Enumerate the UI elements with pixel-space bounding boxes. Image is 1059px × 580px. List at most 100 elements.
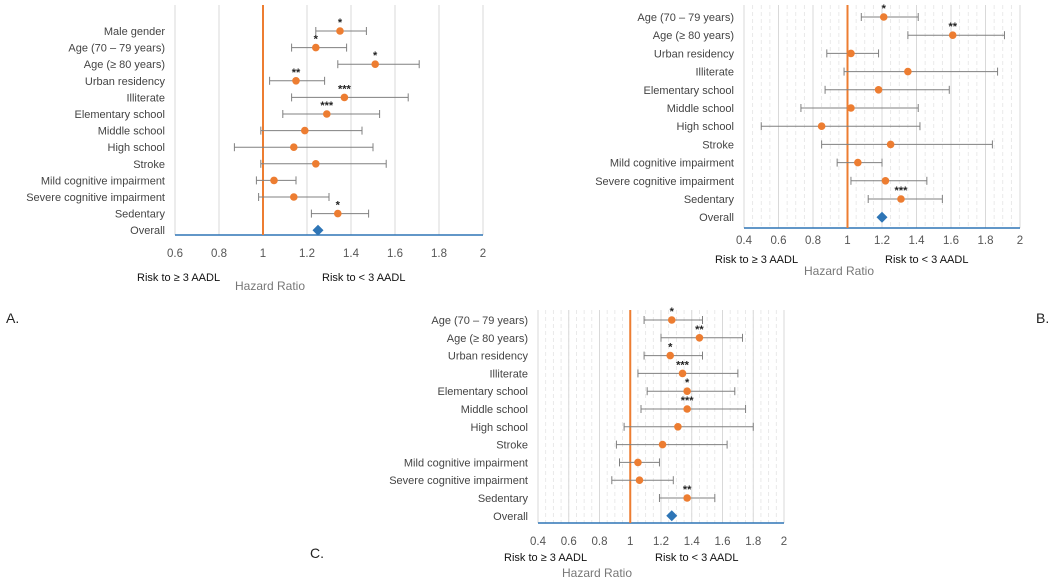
hazard-ratio-point xyxy=(290,193,298,201)
hazard-ratio-point xyxy=(666,351,675,360)
significance-marker: *** xyxy=(320,100,334,112)
x-tick-label: 0.8 xyxy=(805,235,821,247)
x-axis-title: Hazard Ratio xyxy=(804,264,874,278)
hazard-ratio-point xyxy=(270,176,278,185)
hazard-ratio-point xyxy=(323,110,331,118)
hazard-ratio-point xyxy=(683,494,691,502)
x-tick-label: 2 xyxy=(781,536,787,548)
right-risk-note: Risk to < 3 AADL xyxy=(885,254,968,266)
x-tick-label: 0.6 xyxy=(771,235,787,247)
hazard-ratio-point xyxy=(847,104,855,112)
hazard-ratio-point xyxy=(897,195,905,203)
significance-marker: *** xyxy=(676,359,690,371)
hazard-ratio-point xyxy=(904,67,912,76)
hazard-ratio-point xyxy=(312,43,320,52)
row-label: Mild cognitive impairment xyxy=(404,457,528,469)
hazard-ratio-point xyxy=(674,423,682,431)
x-tick-label: 1.4 xyxy=(684,536,701,548)
left-risk-note: Risk to ≥ 3 AADL xyxy=(504,552,587,564)
hazard-ratio-point xyxy=(340,93,349,102)
x-tick-label: 1 xyxy=(627,536,633,548)
hazard-ratio-point xyxy=(683,387,691,395)
row-label: Age (≥ 80 years) xyxy=(447,333,528,345)
row-label: Illiterate xyxy=(489,368,528,380)
hazard-ratio-point xyxy=(371,60,380,68)
hazard-ratio-point xyxy=(881,177,890,185)
significance-marker: * xyxy=(338,17,343,29)
hazard-ratio-point xyxy=(312,160,320,168)
left-risk-note: Risk to ≥ 3 AADL xyxy=(137,272,220,284)
row-label: Elementary school xyxy=(75,109,166,121)
row-label: Stroke xyxy=(133,159,165,171)
overall-label: Overall xyxy=(493,511,528,523)
row-label: Illiterate xyxy=(695,67,734,79)
overall-label: Overall xyxy=(130,225,165,237)
x-tick-label: 2 xyxy=(480,248,486,260)
hazard-ratio-point xyxy=(635,476,644,484)
significance-marker: * xyxy=(314,34,319,46)
row-label: Illiterate xyxy=(126,92,165,104)
significance-marker: *** xyxy=(895,185,909,197)
hazard-ratio-point xyxy=(334,209,342,218)
significance-marker: ** xyxy=(683,484,692,496)
x-tick-label: 1.2 xyxy=(653,536,669,548)
overall-diamond xyxy=(312,224,324,236)
row-label: Urban residency xyxy=(654,48,735,60)
significance-marker: * xyxy=(373,50,378,62)
x-axis-title: Hazard Ratio xyxy=(562,566,632,580)
row-label: Stroke xyxy=(496,440,528,452)
forest-plot-a: 0.6 0.8 1 1.2 1.4 1.6 1.8 2 Male gender * Age (70 … xyxy=(26,5,486,293)
hazard-ratio-point xyxy=(683,405,691,413)
row-label: Stroke xyxy=(702,139,734,151)
row-label: Mild cognitive impairment xyxy=(610,158,734,170)
hazard-ratio-point xyxy=(817,122,826,130)
x-tick-label: 1 xyxy=(260,248,266,260)
row-label: Severe cognitive impairment xyxy=(595,176,734,188)
hazard-ratio-point xyxy=(301,126,309,135)
x-tick-label: 0.8 xyxy=(211,248,227,260)
row-label: Middle school xyxy=(98,126,165,138)
x-tick-label: 0.6 xyxy=(167,248,183,260)
row-label: Mild cognitive impairment xyxy=(41,175,165,187)
hazard-ratio-point xyxy=(292,77,300,85)
x-tick-label: 1.6 xyxy=(943,235,959,247)
forest-plot-b: 0.4 0.6 0.8 1 1.2 1.4 1.6 1.8 2 Age (70 – 79 year… xyxy=(595,3,1023,278)
x-tick-label: 0.4 xyxy=(530,536,547,548)
panel-label-b: B. xyxy=(1036,310,1050,326)
row-label: Male gender xyxy=(104,26,165,38)
significance-marker: ** xyxy=(695,324,704,336)
x-tick-label: 1.4 xyxy=(909,235,926,247)
row-label: Severe cognitive impairment xyxy=(26,192,165,204)
significance-marker: * xyxy=(685,377,690,389)
row-label: Sedentary xyxy=(684,194,735,206)
significance-marker: * xyxy=(336,200,341,212)
significance-marker: * xyxy=(882,3,887,15)
row-label: Urban residency xyxy=(448,351,529,363)
row-label: Sedentary xyxy=(115,209,166,221)
row-label: Age (70 – 79 years) xyxy=(431,315,528,327)
row-label: Age (70 – 79 years) xyxy=(637,12,734,24)
hazard-ratio-point xyxy=(847,49,855,58)
hazard-ratio-point xyxy=(336,27,344,35)
significance-marker: ** xyxy=(292,67,301,79)
hazard-ratio-point xyxy=(658,440,667,449)
x-tick-label: 1.2 xyxy=(299,248,315,260)
x-tick-label: 1.2 xyxy=(874,235,890,247)
forest-plot-c: 0.4 0.6 0.8 1 1.2 1.4 1.6 1.8 2 Age (70 – 79 year… xyxy=(389,306,787,580)
panel-label-a: A. xyxy=(6,310,20,326)
x-tick-label: 1.4 xyxy=(343,248,360,260)
hazard-ratio-point xyxy=(634,458,642,467)
x-tick-label: 1 xyxy=(844,235,850,247)
hazard-ratio-point xyxy=(879,13,888,21)
row-label: Middle school xyxy=(461,404,528,416)
hazard-ratio-point xyxy=(695,334,704,342)
x-tick-label: 0.8 xyxy=(592,536,608,548)
hazard-ratio-point xyxy=(678,369,687,378)
hazard-ratio-point xyxy=(290,143,298,151)
row-label: Age (≥ 80 years) xyxy=(653,30,734,42)
overall-label: Overall xyxy=(699,212,734,224)
hazard-ratio-point xyxy=(948,31,957,39)
hazard-ratio-point xyxy=(854,158,862,167)
row-label: Age (70 – 79 years) xyxy=(68,43,165,55)
x-tick-label: 0.4 xyxy=(736,235,753,247)
